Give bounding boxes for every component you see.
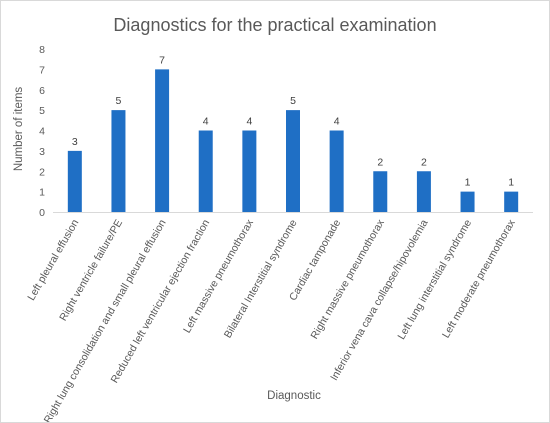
- data-labels: 3 5 7 4 4 5 4 2 2 1 1: [72, 54, 514, 188]
- bar: [242, 130, 257, 212]
- data-label: 3: [72, 136, 78, 148]
- y-axis-title: Number of items: [13, 87, 25, 172]
- bar: [373, 171, 388, 212]
- y-tick-label: 5: [39, 105, 45, 117]
- y-tick-label: 0: [39, 207, 45, 219]
- data-label: 5: [290, 95, 296, 107]
- x-axis-title: Diagnostic: [267, 390, 321, 402]
- y-tick-label: 7: [39, 64, 45, 76]
- data-label: 7: [159, 54, 165, 66]
- data-label: 1: [465, 177, 471, 189]
- bars: [67, 69, 519, 212]
- category-label: Bilateral Interstitial syndrome: [222, 217, 300, 340]
- data-label: 5: [116, 95, 122, 107]
- y-axis-ticks: 0 1 2 3 4 5 6 7 8: [39, 44, 45, 219]
- data-label: 4: [334, 116, 340, 128]
- bar: [67, 150, 82, 212]
- bar: [286, 110, 300, 212]
- data-label: 1: [508, 177, 514, 189]
- category-label: Left lung interstitial syndrome: [395, 217, 474, 341]
- bar: [329, 130, 344, 212]
- bar: [198, 130, 213, 212]
- bar: [416, 171, 431, 212]
- y-tick-label: 1: [39, 187, 45, 199]
- data-label: 4: [246, 116, 252, 128]
- y-tick-label: 4: [39, 126, 45, 138]
- data-label: 2: [421, 156, 427, 168]
- data-label: 4: [203, 116, 209, 128]
- bar: [504, 191, 519, 212]
- chart-title: Diagnostics for the practical examinatio…: [113, 15, 436, 35]
- y-tick-label: 6: [39, 85, 45, 97]
- bar: [111, 110, 126, 212]
- category-label: Right massive pneumothorax: [308, 217, 387, 341]
- y-tick-label: 8: [39, 44, 45, 56]
- data-label: 2: [377, 156, 383, 168]
- y-tick-label: 3: [39, 146, 45, 158]
- y-tick-label: 2: [39, 166, 45, 178]
- bar: [155, 69, 170, 212]
- bar: [460, 191, 475, 212]
- category-label: Left moderate pneumothorax: [440, 217, 518, 340]
